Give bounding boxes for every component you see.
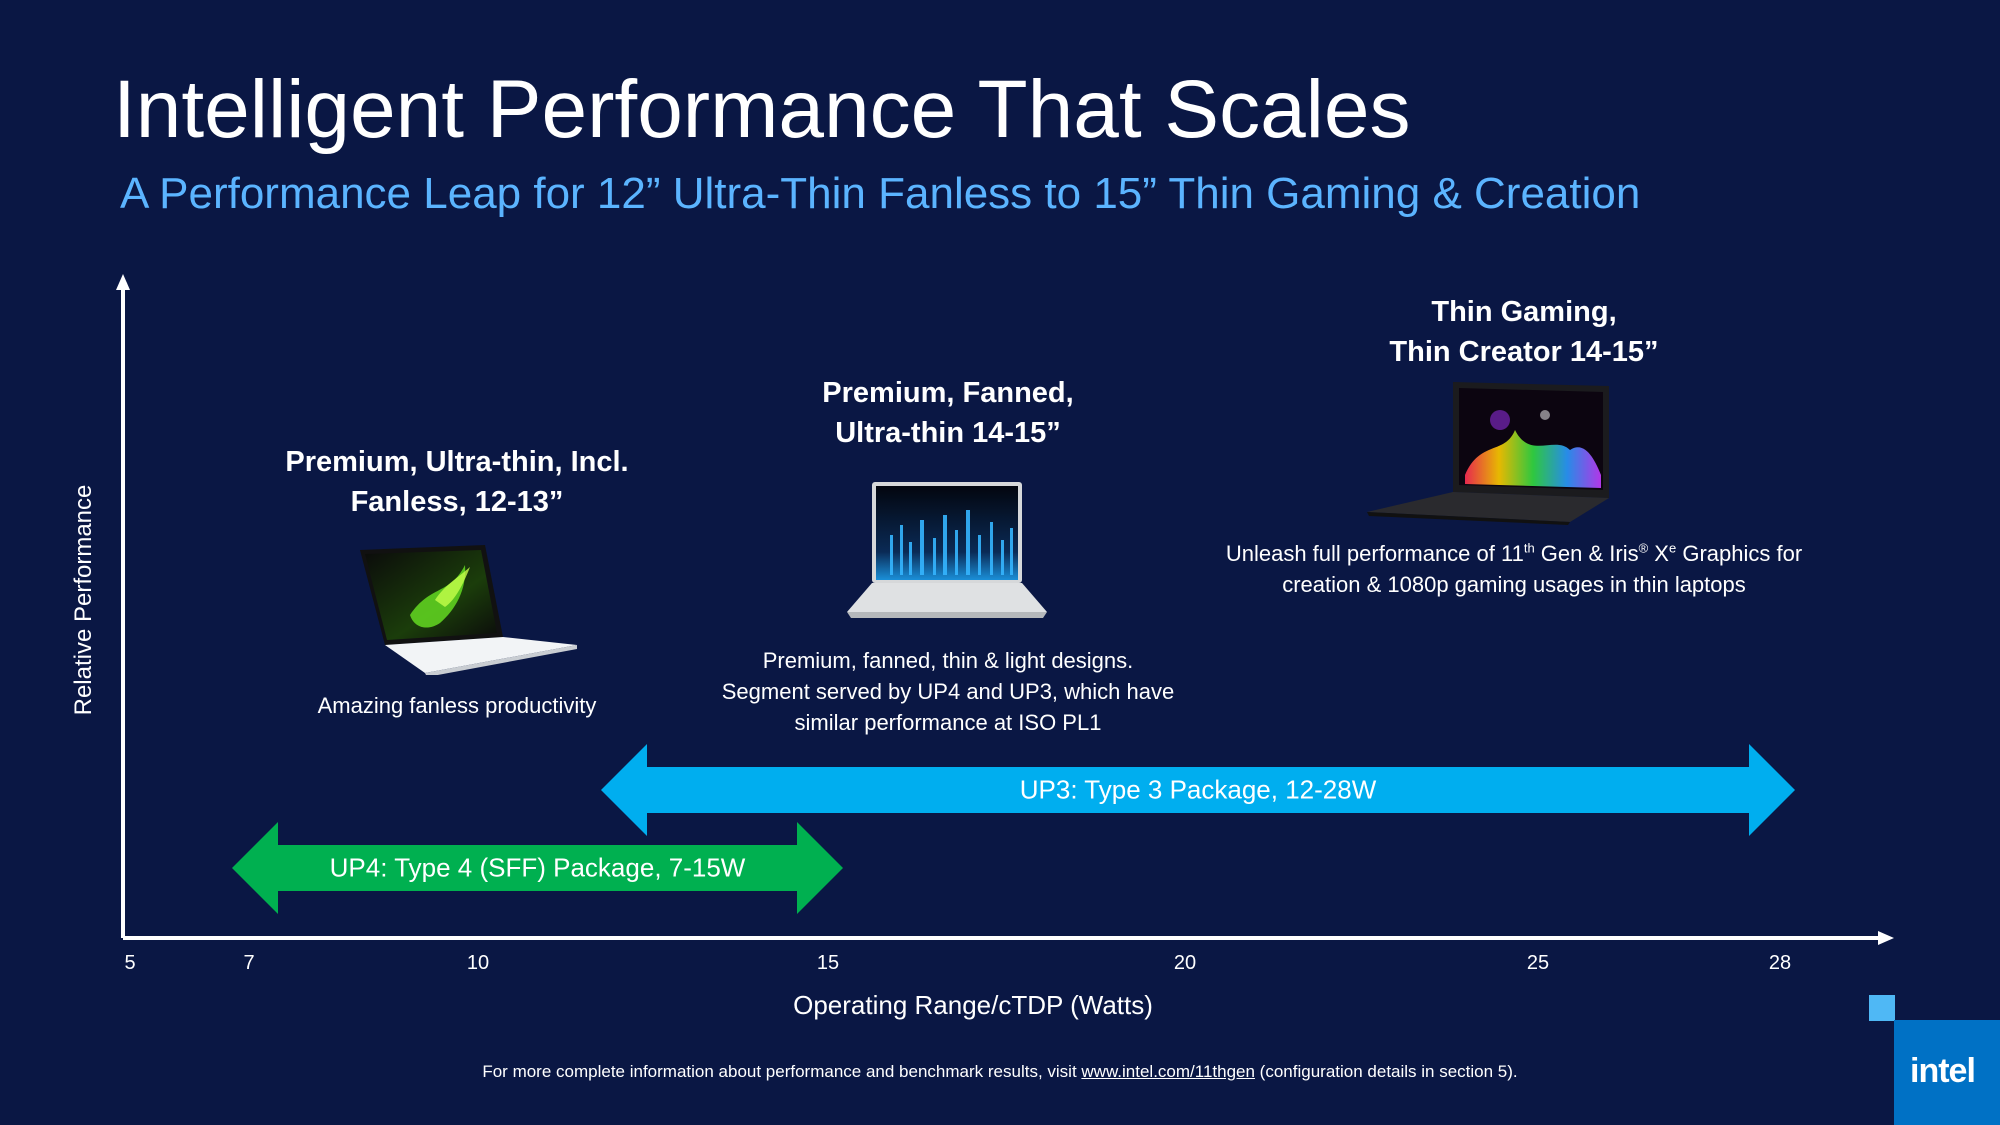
- description-line: Segment served by UP4 and UP3, which hav…: [721, 679, 1175, 704]
- segment-gaming-title: Thin Gaming, Thin Creator 14-15”: [1314, 292, 1734, 372]
- y-axis-label: Relative Performance: [70, 484, 97, 716]
- silver-fanned-laptop-image: [847, 482, 1047, 618]
- superscript: e: [1668, 540, 1677, 556]
- segment-title-line: Premium, Ultra-thin, Incl.: [285, 446, 629, 478]
- y-axis-arrowhead: [116, 274, 130, 290]
- white-ultrathin-laptop-image: [360, 545, 577, 675]
- segment-title-line: Premium, Fanned,: [822, 377, 1074, 409]
- intel-logo: intel: [1910, 1052, 1976, 1090]
- brand-accent-square: [1869, 995, 1895, 1021]
- range-arrow-label: UP3: Type 3 Package, 12-28W: [1019, 774, 1377, 805]
- x-tick-label: 5: [124, 952, 136, 974]
- range-arrows: [232, 744, 1795, 914]
- x-tick-label: 28: [1768, 952, 1792, 974]
- segment-title-line: Ultra-thin 14-15”: [835, 417, 1061, 449]
- x-tick-label: 20: [1173, 952, 1197, 974]
- segment-fanned-description: Premium, fanned, thin & light designs. S…: [688, 645, 1208, 738]
- x-tick-label: 7: [243, 952, 255, 974]
- description-text: Graphics for: [1676, 541, 1803, 566]
- range-arrow-label: UP4: Type 4 (SFF) Package, 7-15W: [329, 852, 746, 883]
- x-tick-label: 10: [466, 952, 490, 974]
- segment-title-line: Fanless, 12-13”: [350, 486, 564, 518]
- segment-ultrathin-description: Amazing fanless productivity: [317, 693, 597, 718]
- footnote-text: For more complete information about perf…: [482, 1062, 1082, 1081]
- segment-ultrathin-title: Premium, Ultra-thin, Incl. Fanless, 12-1…: [247, 442, 667, 522]
- segment-gaming-description: Unleash full performance of 11th Gen & I…: [1194, 538, 1834, 600]
- x-tick-label: 15: [816, 952, 840, 974]
- x-axis-label: Operating Range/cTDP (Watts): [793, 990, 1153, 1020]
- footnote: For more complete information about perf…: [482, 1062, 1517, 1082]
- registered-mark: ®: [1638, 540, 1649, 556]
- description-line: similar performance at ISO PL1: [794, 710, 1102, 735]
- description-line: Premium, fanned, thin & light designs.: [762, 648, 1134, 673]
- brand-box: [1894, 1020, 2000, 1125]
- segment-fanned-title: Premium, Fanned, Ultra-thin 14-15”: [738, 373, 1158, 453]
- segment-title-line: Thin Gaming,: [1431, 296, 1617, 328]
- description-line: Unleash full performance of 11th Gen & I…: [1194, 538, 1834, 569]
- range-arrow: [601, 744, 1795, 836]
- range-arrow: [232, 822, 843, 914]
- description-text: Gen & Iris: [1534, 541, 1639, 566]
- x-tick-label: 25: [1526, 952, 1550, 974]
- segment-title-line: Thin Creator 14-15”: [1389, 336, 1659, 368]
- black-gaming-laptop-image: [1367, 382, 1609, 525]
- footnote-link[interactable]: www.intel.com/11thgen: [1081, 1062, 1255, 1081]
- description-line: creation & 1080p gaming usages in thin l…: [1282, 572, 1746, 597]
- description-text: Unleash full performance of 11: [1225, 541, 1524, 566]
- slide-subtitle: A Performance Leap for 12” Ultra-Thin Fa…: [120, 169, 1641, 218]
- footnote-text: (configuration details in section 5).: [1254, 1062, 1518, 1081]
- description-text: X: [1648, 541, 1669, 566]
- x-axis-arrowhead: [1878, 931, 1894, 945]
- slide-title: Intelligent Performance That Scales: [113, 64, 1411, 155]
- superscript: th: [1523, 540, 1535, 556]
